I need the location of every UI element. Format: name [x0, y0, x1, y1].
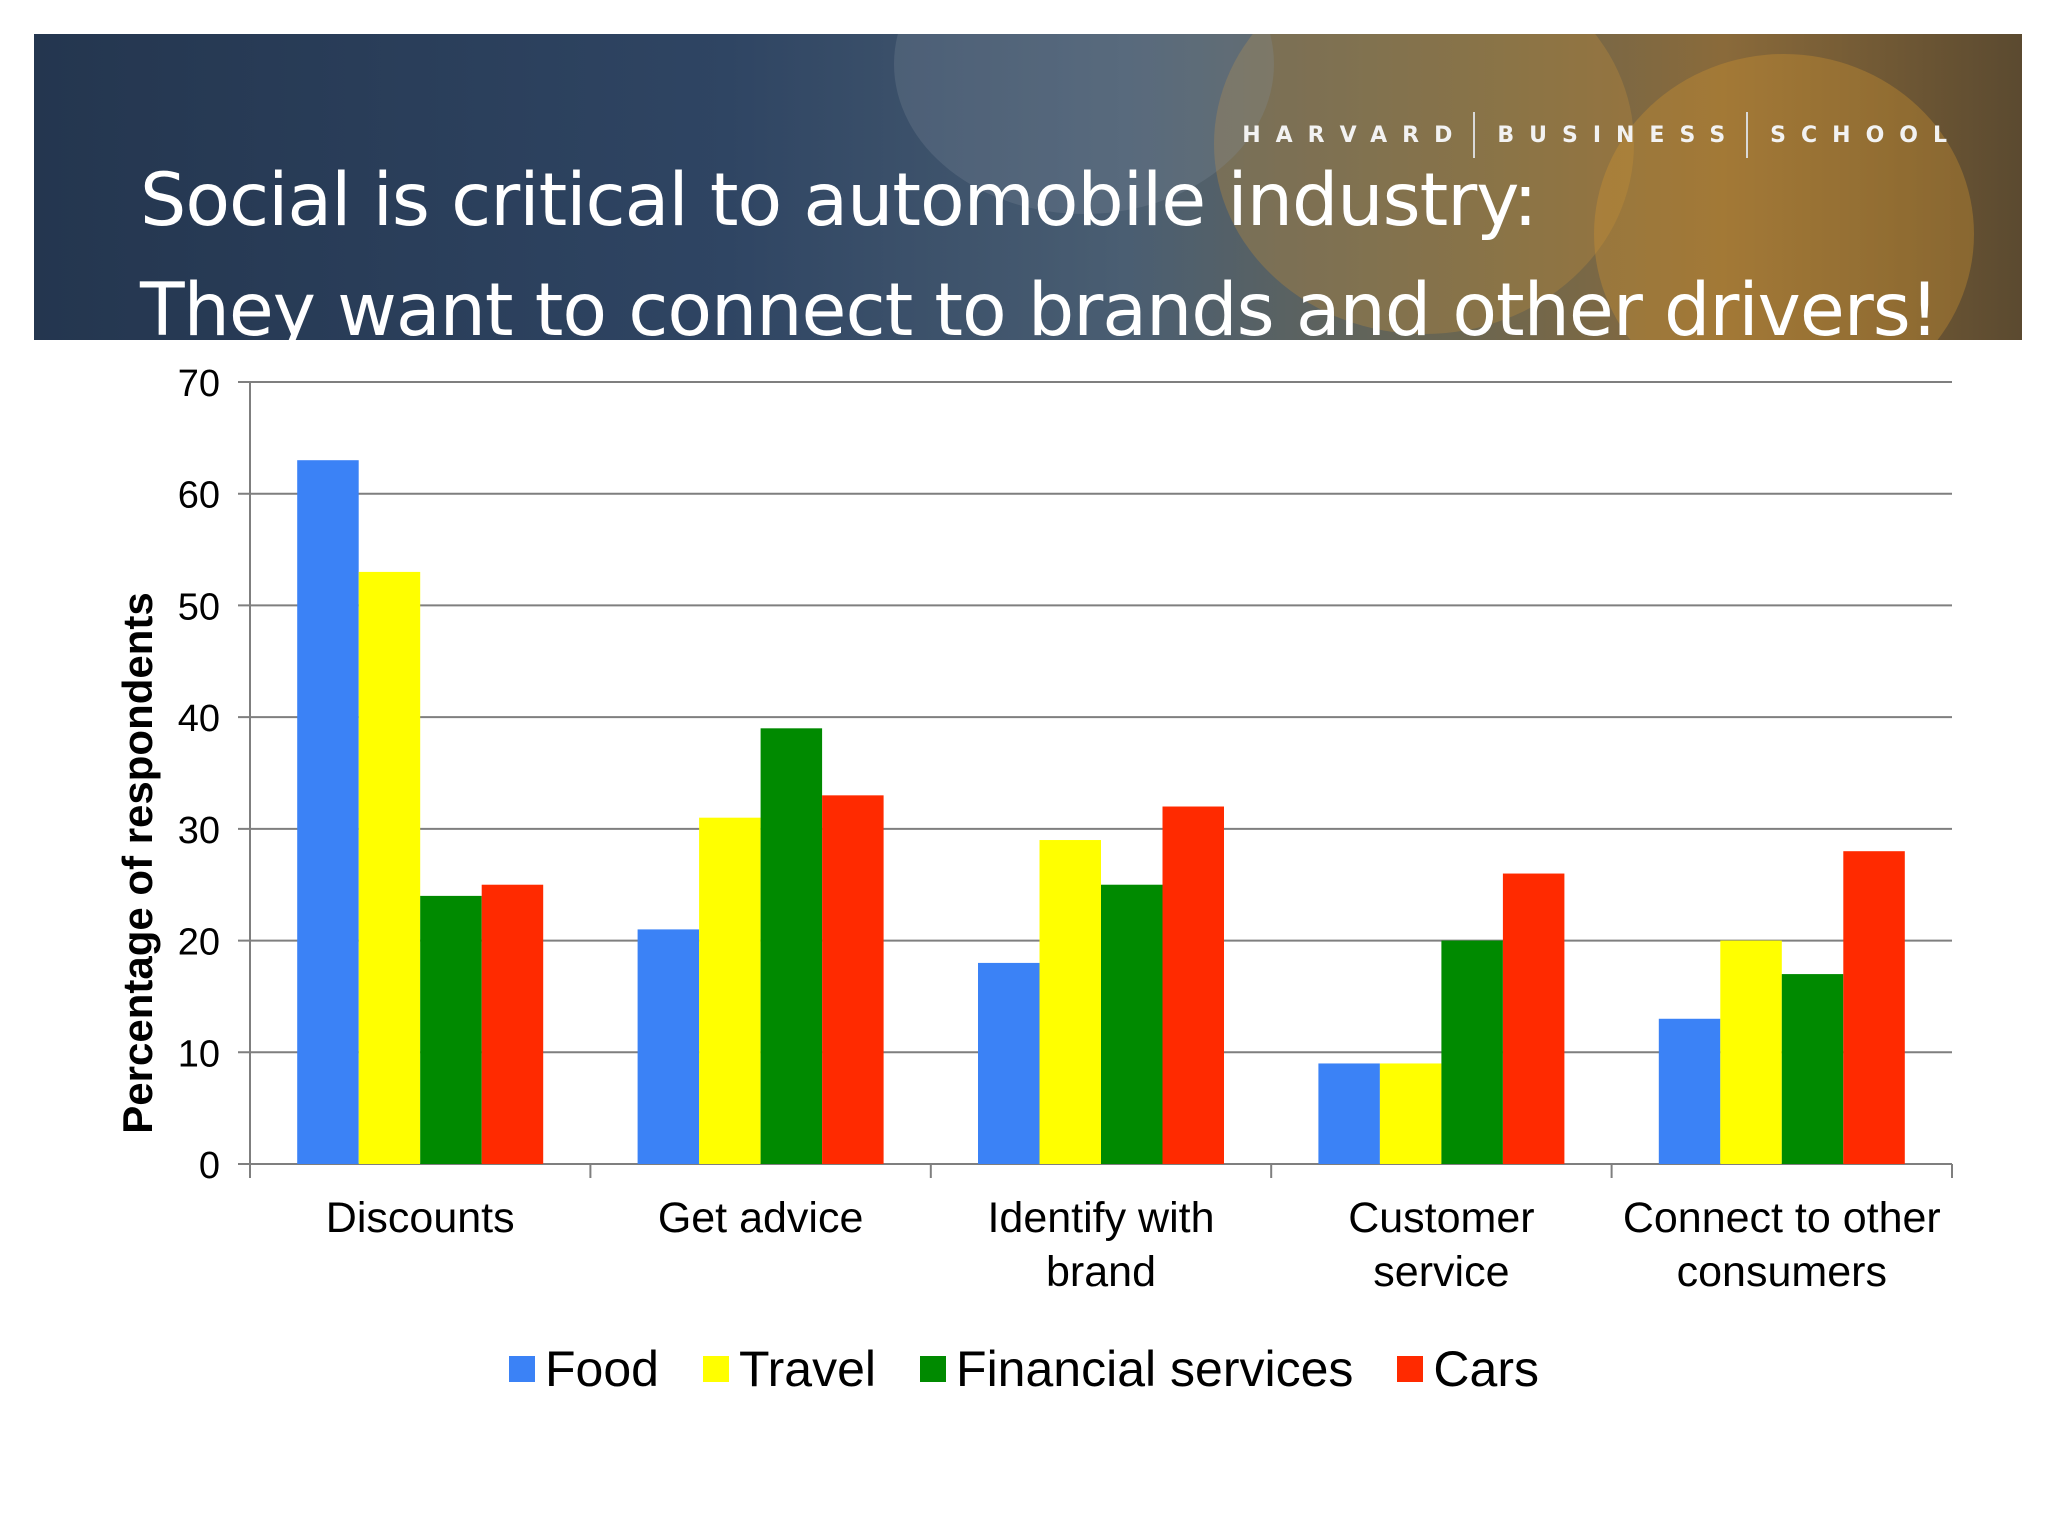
bar-travel	[699, 817, 761, 1164]
y-tick-label: 50	[178, 586, 220, 628]
legend-label: Cars	[1433, 1341, 1539, 1397]
legend-swatch	[702, 1356, 729, 1382]
bar-food	[637, 929, 700, 1164]
bar-travel	[358, 571, 421, 1164]
x-tick-label: brand	[1046, 1248, 1156, 1296]
bar-travel	[1720, 940, 1782, 1164]
x-tick-label: consumers	[1677, 1248, 1887, 1296]
y-tick-label: 60	[178, 475, 220, 517]
slide-title: Social is critical to automobile industr…	[140, 146, 1939, 340]
slide-title-line-1: Social is critical to automobile industr…	[140, 158, 1538, 243]
y-tick-label: 40	[178, 698, 220, 740]
x-tick-label: Discounts	[326, 1194, 515, 1242]
legend-label: Travel	[738, 1341, 877, 1397]
legend-label: Food	[545, 1341, 659, 1397]
bar-food	[978, 962, 1040, 1164]
x-tick-label: Get advice	[658, 1194, 864, 1242]
bar-travel	[1039, 840, 1101, 1164]
bar-cars	[822, 795, 884, 1164]
bar-cars	[481, 884, 544, 1164]
bar-cars	[1162, 806, 1224, 1164]
y-axis-title: Percentage of respondents	[114, 592, 161, 1133]
x-tick-label: Identify with	[987, 1194, 1214, 1242]
legend-swatch	[920, 1356, 947, 1382]
bar-cars	[1502, 873, 1565, 1164]
legend-item: Food	[509, 1340, 659, 1398]
slide-title-line-2: They want to connect to brands and other…	[140, 268, 1939, 340]
bar-food	[1318, 1063, 1380, 1164]
grouped-bar-chart: 0 10 20 30 40 50 60 70 Discounts Get advice Identi…	[114, 363, 1953, 1296]
x-tick-label: Customer	[1348, 1194, 1534, 1242]
legend-item: Financial services	[920, 1340, 1353, 1398]
bar-financial-services	[760, 728, 823, 1164]
y-tick-label: 30	[178, 810, 220, 852]
y-tick-label: 0	[199, 1145, 220, 1187]
legend-swatch	[1397, 1356, 1424, 1382]
bar-food	[297, 460, 359, 1164]
x-tick-label: Connect to other	[1623, 1194, 1941, 1242]
y-tick-label: 70	[178, 363, 220, 405]
bar-cars	[1843, 851, 1905, 1164]
y-tick-label: 20	[178, 922, 220, 964]
legend-item: Travel	[702, 1340, 877, 1398]
x-tick-label: service	[1373, 1248, 1509, 1296]
harvard-business-school-logo: HARVARD BUSINESS SCHOOL	[1242, 112, 1962, 158]
bar-financial-services	[420, 895, 482, 1164]
bar-financial-services	[1441, 940, 1503, 1164]
legend-label: Financial services	[956, 1341, 1354, 1397]
legend-swatch	[509, 1356, 535, 1382]
bar-financial-services	[1781, 974, 1844, 1164]
bar-food	[1658, 1018, 1721, 1164]
bar-travel	[1379, 1063, 1442, 1164]
legend-item: Cars	[1397, 1340, 1539, 1398]
bar-financial-services	[1101, 884, 1163, 1164]
header-banner: HARVARD BUSINESS SCHOOL Social is critic…	[34, 34, 2022, 340]
chart-legend: Food Travel Financial services Cars	[0, 1340, 2048, 1398]
y-tick-label: 10	[178, 1033, 220, 1075]
